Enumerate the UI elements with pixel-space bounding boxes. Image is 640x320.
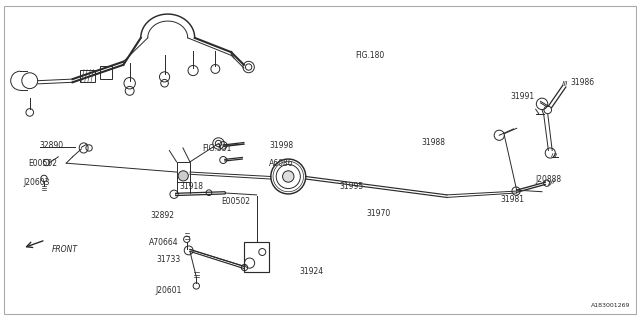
- Circle shape: [178, 171, 188, 181]
- Bar: [100, 67, 112, 79]
- Text: FIG.351: FIG.351: [203, 144, 232, 153]
- Text: FRONT: FRONT: [52, 245, 78, 254]
- Text: FIG.180: FIG.180: [355, 51, 384, 60]
- Text: 31998: 31998: [269, 141, 293, 150]
- Text: A70664: A70664: [148, 238, 179, 247]
- Bar: [177, 162, 190, 181]
- Text: 31988: 31988: [422, 138, 445, 147]
- Text: 32892: 32892: [150, 211, 174, 220]
- Text: 31733: 31733: [156, 255, 180, 264]
- Text: J20603: J20603: [24, 178, 50, 187]
- Text: E00502: E00502: [221, 197, 251, 206]
- Circle shape: [283, 171, 294, 182]
- Text: 31986: 31986: [571, 78, 595, 87]
- Text: E00502: E00502: [28, 159, 57, 168]
- Bar: [244, 242, 269, 272]
- Text: 31918: 31918: [179, 182, 203, 191]
- Text: 31924: 31924: [300, 267, 324, 276]
- Bar: [81, 69, 95, 82]
- Text: 32890: 32890: [40, 141, 64, 150]
- Text: J20601: J20601: [155, 286, 181, 295]
- Text: J20888: J20888: [536, 174, 562, 184]
- Text: 31970: 31970: [366, 209, 390, 219]
- Text: A183001269: A183001269: [591, 303, 631, 308]
- Text: 31995: 31995: [339, 182, 364, 191]
- Text: 31991: 31991: [510, 92, 534, 101]
- Text: 31981: 31981: [501, 195, 525, 204]
- Text: A6086: A6086: [269, 159, 294, 168]
